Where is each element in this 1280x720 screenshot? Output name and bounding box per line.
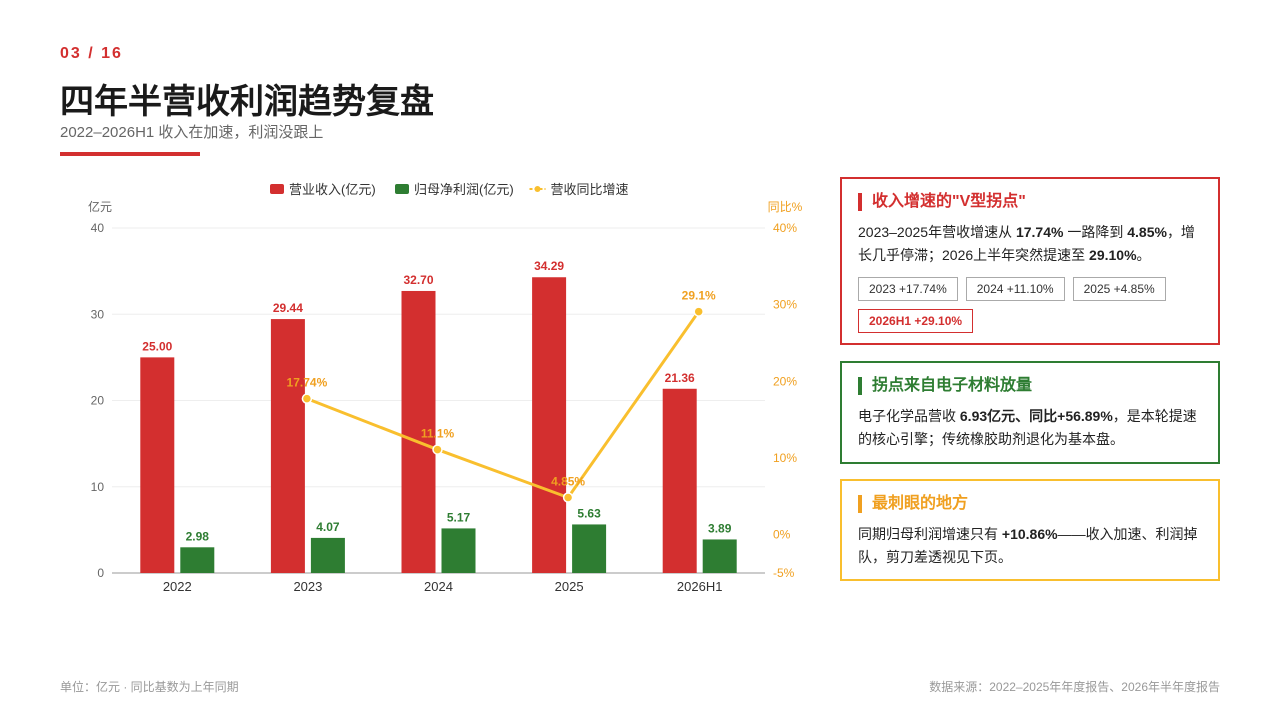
profit-bar (441, 528, 476, 573)
tag-2026h1: 2026H1 +29.10% (858, 309, 974, 333)
revenue-bar-label: 34.29 (534, 259, 564, 273)
growth-line (306, 310, 700, 500)
card-body: 2023–2025年营收增速从 17.74% 一路降到 4.85%，增长几乎停滞… (858, 224, 1195, 263)
x-tick-label: 2022 (163, 579, 192, 594)
title-underline (60, 152, 200, 156)
growth-tags: 2023 +17.74% 2024 +11.10% 2025 +4.85% 20… (858, 277, 1202, 333)
footer-source: 数据来源：2022–2025年年度报告、2026年半年度报告 (929, 680, 1220, 694)
legend-label: 营业收入(亿元) (289, 182, 376, 197)
revenue-bar (662, 388, 697, 573)
page-number: 03 / 16 (60, 45, 123, 62)
card-title: 最刺眼的地方 (858, 495, 1202, 513)
y-tick-label: 40 (91, 221, 105, 235)
profit-bar (572, 524, 607, 573)
card-title: 收入增速的"V型拐点" (858, 193, 1202, 211)
card-title: 拐点来自电子材料放量 (858, 377, 1202, 395)
growth-point (693, 306, 704, 317)
profit-bar-label: 2.98 (186, 529, 210, 543)
profit-bar (702, 539, 737, 573)
y-axis-label: 亿元 (88, 199, 112, 214)
footer-unit-note: 单位：亿元 · 同比基数为上年同期 (60, 680, 239, 694)
card-profit-gap: 最刺眼的地方 同期归母利润增速只有 +10.86%——收入加速、利润掉队，剪刀差… (840, 479, 1220, 581)
growth-point (562, 492, 574, 503)
page-subtitle: 2022–2026H1 收入在加速，利润没跟上 (60, 124, 324, 141)
card-body: 同期归母利润增速只有 +10.86%——收入加速、利润掉队，剪刀差透视见下页。 (858, 526, 1198, 565)
revenue-bar-label: 21.36 (665, 371, 695, 385)
tag-2024: 2024 +11.10% (965, 277, 1065, 301)
tag-2023: 2023 +17.74% (858, 277, 958, 301)
y2-tick-label: -5% (773, 566, 795, 580)
y2-tick-label: 40% (773, 221, 797, 235)
revenue-bar (532, 277, 567, 573)
y-tick-label: 10 (91, 480, 105, 494)
y-tick-label: 30 (91, 307, 105, 321)
revenue-bar (270, 319, 305, 573)
revenue-bar-label: 29.44 (273, 301, 303, 315)
y-tick-label: 20 (91, 394, 105, 408)
profit-bar (180, 547, 215, 573)
profit-bar (310, 537, 345, 573)
chart-svg: 0 10 20 30 40 -5% 0% 10% 20% 30% 40% 亿元 同比% 25.00 29.4… (88, 182, 803, 594)
y2-tick-label: 20% (773, 374, 797, 388)
y-tick-label: 0 (97, 566, 104, 580)
card-body: 电子化学品营收 6.93亿元、同比+56.89%，是本轮提速的核心引擎；传统橡胶… (858, 408, 1197, 447)
legend-swatch-dot (534, 186, 541, 192)
revenue-bar (401, 290, 436, 573)
growth-label: 29.1% (682, 289, 716, 303)
legend-label: 营收同比增速 (551, 182, 629, 197)
revenue-bar-label: 25.00 (142, 339, 172, 353)
y2-tick-label: 10% (773, 451, 797, 465)
x-tick-label: 2023 (293, 579, 322, 594)
legend-swatch (270, 184, 284, 194)
page-title: 四年半营收利润趋势复盘 (60, 83, 434, 121)
revenue-bar-label: 32.70 (403, 273, 433, 287)
y2-axis-label: 同比% (768, 200, 803, 214)
x-tick-label: 2025 (555, 579, 584, 594)
growth-label: 17.74% (287, 376, 328, 390)
growth-point (301, 393, 313, 404)
card-electronic-materials: 拐点来自电子材料放量 电子化学品营收 6.93亿元、同比+56.89%，是本轮提… (840, 361, 1220, 464)
x-tick-label: 2024 (424, 579, 453, 594)
revenue-profit-chart: 0 10 20 30 40 -5% 0% 10% 20% 30% 40% 亿元 同比% 25.00 29.4… (60, 170, 820, 610)
revenue-bar (140, 357, 175, 573)
card-v-turning-point: 收入增速的"V型拐点" 2023–2025年营收增速从 17.74% 一路降到 … (840, 177, 1220, 345)
x-tick-label: 2026H1 (677, 579, 723, 594)
growth-label: 4.85% (551, 474, 585, 488)
growth-point (432, 444, 443, 455)
tag-2025: 2025 +4.85% (1072, 277, 1166, 301)
y2-tick-label: 0% (773, 528, 791, 542)
y2-tick-label: 30% (773, 298, 797, 312)
profit-bar-label: 5.63 (577, 506, 601, 520)
profit-bar-label: 3.89 (708, 521, 732, 535)
legend-swatch (395, 184, 409, 194)
growth-label: 11.1% (421, 427, 455, 441)
legend-label: 归母净利润(亿元) (414, 182, 514, 197)
profit-bar-label: 5.17 (447, 510, 471, 524)
profit-bar-label: 4.07 (316, 520, 340, 534)
